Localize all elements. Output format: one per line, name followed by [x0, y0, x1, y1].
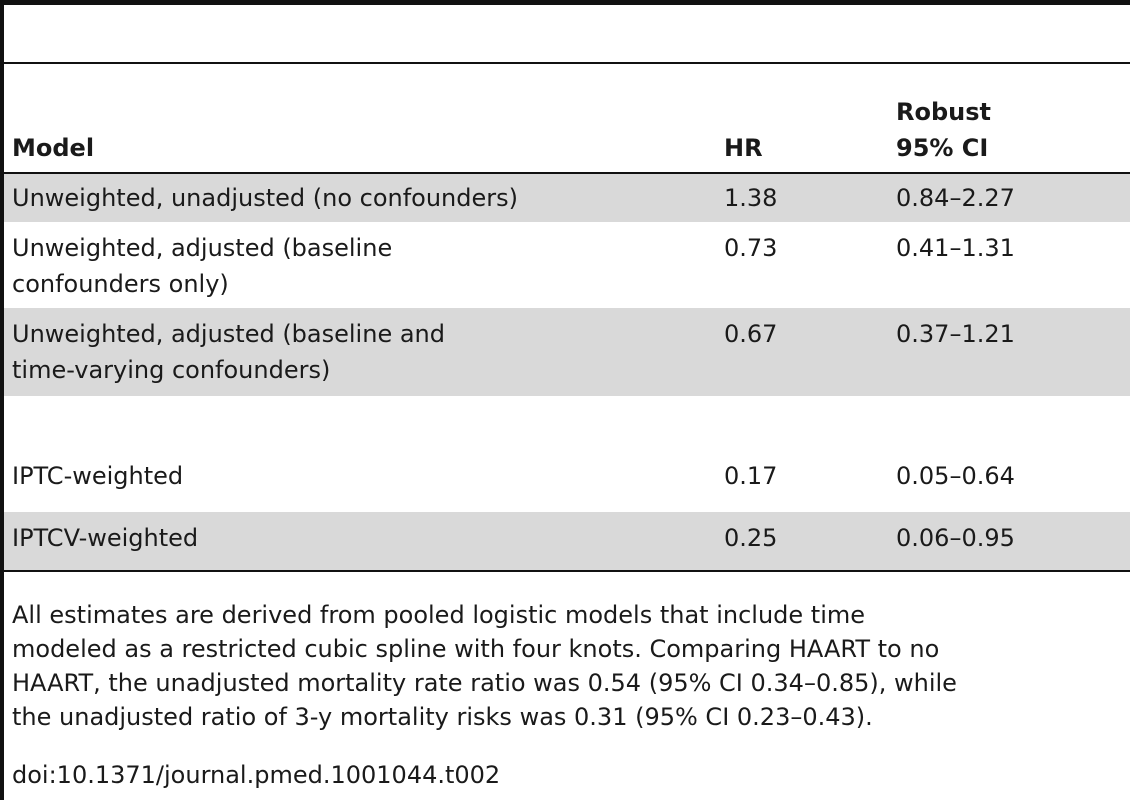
header-model: Model [12, 134, 95, 162]
row-2-model-line2: confounders only) [12, 270, 229, 298]
footnote-line-1: All estimates are derived from pooled lo… [12, 601, 866, 629]
row-1-hr: 1.38 [724, 184, 778, 212]
table-top-rule [0, 0, 1130, 5]
row-4-ci: 0.05–0.64 [896, 462, 1015, 490]
table-footnote: All estimates are derived from pooled lo… [12, 598, 1127, 734]
left-border [0, 0, 4, 800]
header-ci-line1: Robust [896, 98, 991, 126]
header-ci-line2: 95% CI [896, 134, 989, 162]
table-bottom-rule [0, 570, 1130, 572]
header-top-rule [0, 62, 1130, 64]
row-5-model: IPTCV-weighted [12, 524, 199, 552]
row-3-hr: 0.67 [724, 320, 778, 348]
header-bottom-rule [0, 172, 1130, 174]
row-2-ci: 0.41–1.31 [896, 234, 1015, 262]
row-3-model-line1: Unweighted, adjusted (baseline and [12, 320, 445, 348]
footnote-line-2: modeled as a restricted cubic spline wit… [12, 635, 940, 663]
row-2-model-line1: Unweighted, adjusted (baseline [12, 234, 393, 262]
row-1-model: Unweighted, unadjusted (no confounders) [12, 184, 519, 212]
header-hr: HR [724, 134, 763, 162]
doi-link[interactable]: doi:10.1371/journal.pmed.1001044.t002 [12, 761, 501, 789]
table-row [4, 512, 1130, 570]
row-1-ci: 0.84–2.27 [896, 184, 1015, 212]
footnote-line-3: HAART, the unadjusted mortality rate rat… [12, 669, 957, 697]
table-row [4, 308, 1130, 396]
row-4-model: IPTC-weighted [12, 462, 184, 490]
row-3-ci: 0.37–1.21 [896, 320, 1015, 348]
row-5-ci: 0.06–0.95 [896, 524, 1015, 552]
footnote-line-4: the unadjusted ratio of 3-y mortality ri… [12, 703, 873, 731]
row-2-hr: 0.73 [724, 234, 778, 262]
table-row [4, 174, 1130, 222]
row-3-model-line2: time-varying confounders) [12, 356, 331, 384]
row-5-hr: 0.25 [724, 524, 778, 552]
row-4-hr: 0.17 [724, 462, 778, 490]
